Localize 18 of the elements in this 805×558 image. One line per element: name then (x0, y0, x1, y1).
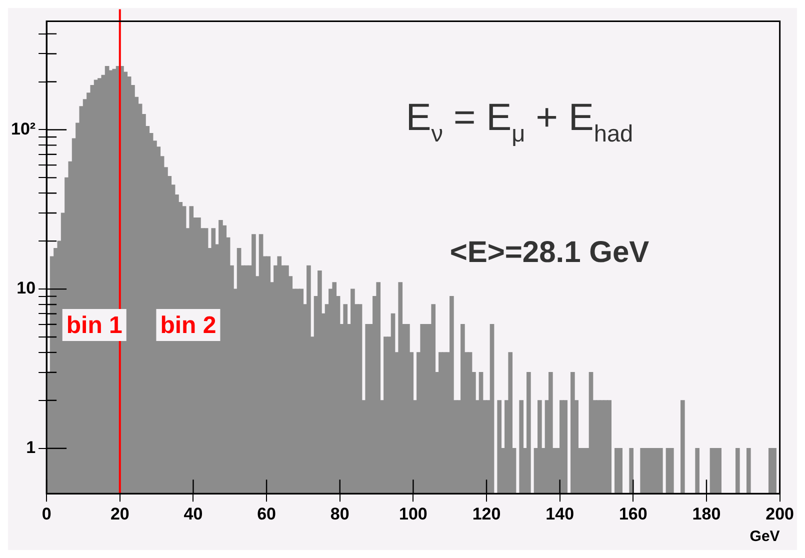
x-tick-label: 40 (184, 504, 203, 524)
y-tick-label: 1 (26, 438, 36, 458)
annotation: bin 2 (160, 312, 216, 339)
annotation: bin 1 (66, 312, 122, 339)
x-tick-label: 0 (42, 504, 52, 524)
x-tick-label: 180 (692, 504, 721, 524)
x-axis-title: GeV (750, 528, 780, 546)
y-tick-label: 10² (10, 119, 36, 138)
x-tick-label: 140 (546, 504, 574, 524)
x-tick-label: 200 (766, 504, 794, 524)
x-tick-label: 20 (110, 504, 130, 524)
x-tick-label: 100 (399, 504, 428, 524)
x-tick-label: 160 (618, 504, 648, 524)
y-tick-label: 10 (16, 278, 36, 298)
annotation: <E>=28.1 GeV (450, 236, 650, 270)
x-tick-label: 120 (472, 504, 501, 524)
x-tick-label: 80 (330, 504, 350, 524)
x-tick-label: 60 (257, 504, 276, 524)
